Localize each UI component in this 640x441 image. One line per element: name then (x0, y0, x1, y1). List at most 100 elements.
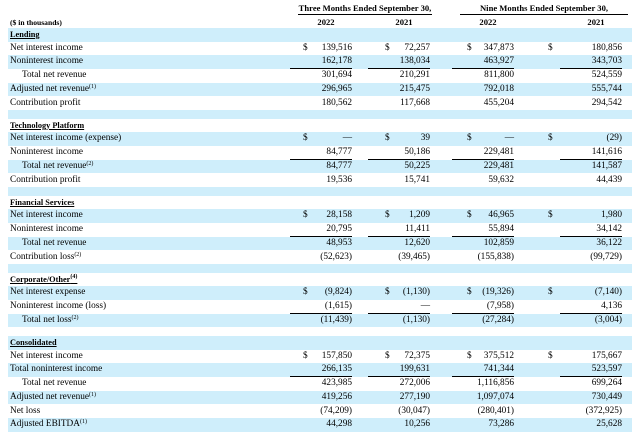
row-band (8, 390, 632, 405)
value-cell: 73,286 (488, 419, 514, 430)
value-cell: 266,135 (290, 363, 352, 378)
row-band (8, 209, 632, 224)
value-cell: 210,291 (399, 70, 430, 81)
currency-sign: $ (467, 350, 472, 361)
value-cell: 229,481 (452, 146, 514, 160)
value-cell: 72,257 (404, 42, 430, 53)
row-band (8, 159, 632, 174)
value-cell: 162,178 (290, 55, 352, 70)
value-cell: 44,298 (326, 419, 352, 430)
footnote-ref: (1) (89, 83, 96, 90)
row-band (8, 119, 632, 133)
value-cell: (19,326) (482, 287, 514, 298)
currency-sign: $ (467, 42, 472, 53)
row-label: Adjusted net revenue(1) (10, 83, 96, 94)
value-cell: (1,615) (290, 300, 352, 314)
value-cell: 72,375 (404, 350, 430, 361)
value-cell: (74,209) (320, 405, 352, 416)
row-label: Net interest income (10, 210, 83, 221)
currency-sign: $ (385, 287, 390, 298)
value-cell: 1,980 (601, 210, 622, 221)
value-cell: 50,186 (368, 146, 430, 160)
currency-sign: $ (303, 287, 308, 298)
section-title: Corporate/Other(4) (10, 273, 78, 284)
value-cell: 139,516 (321, 42, 352, 53)
value-cell: (99,729) (590, 251, 622, 262)
value-cell: 117,668 (400, 97, 430, 108)
value-cell: 229,481 (483, 160, 514, 171)
section-title: Technology Platform (10, 120, 85, 130)
value-cell: — (368, 300, 430, 314)
value-cell: (3,004) (594, 314, 622, 325)
currency-sign: $ (303, 42, 308, 53)
value-cell: 463,927 (452, 55, 514, 70)
spacer (8, 187, 632, 196)
value-cell: (29) (606, 133, 623, 144)
row-label: Total net revenue (22, 378, 87, 389)
row-label: Adjusted net revenue(1) (10, 391, 96, 402)
currency-sign: $ (548, 210, 553, 221)
currency-sign: $ (303, 133, 308, 144)
currency-sign: $ (303, 350, 308, 361)
value-cell: 141,616 (560, 146, 622, 160)
units-label: ($ in thousands) (10, 18, 62, 27)
currency-sign: $ (467, 210, 472, 221)
footnote-ref: (4) (70, 273, 78, 280)
value-cell: 102,859 (483, 237, 514, 248)
footnote-ref: (2) (86, 160, 94, 167)
row-label: Total noninterest income (10, 364, 103, 375)
value-cell: 15,741 (404, 174, 430, 185)
row-band (8, 82, 632, 97)
row-label: Net interest income (10, 42, 83, 53)
value-cell: (372,925) (585, 405, 622, 416)
currency-sign: $ (385, 210, 390, 221)
row-label: Total net loss(2) (22, 314, 79, 325)
currency-sign: $ (548, 350, 553, 361)
value-cell: 12,620 (404, 237, 430, 248)
row-band (8, 55, 632, 70)
value-cell: 741,344 (452, 363, 514, 378)
value-cell: 272,006 (399, 378, 430, 389)
value-cell: 39 (420, 133, 430, 144)
footnote-ref: (2) (74, 251, 82, 258)
value-cell: (280,401) (477, 405, 514, 416)
value-cell: 699,264 (591, 378, 622, 389)
value-cell: 277,190 (399, 391, 430, 402)
value-cell: 46,965 (488, 210, 514, 221)
value-cell: (7,958) (452, 300, 514, 314)
row-label: Net interest expense (10, 287, 86, 298)
value-cell: 343,703 (560, 55, 622, 70)
value-cell: (1,130) (402, 314, 430, 325)
value-cell: (30,047) (398, 405, 430, 416)
row-band (8, 273, 632, 287)
value-cell: 730,449 (591, 391, 622, 402)
value-cell: 55,894 (452, 223, 514, 237)
row-label: Noninterest income (10, 147, 84, 158)
row-band (8, 132, 632, 147)
row-label: Contribution profit (10, 174, 81, 185)
row-band (8, 286, 632, 301)
currency-sign: $ (548, 133, 553, 144)
value-cell: 792,018 (483, 83, 514, 94)
section-title: Financial Services (10, 197, 75, 207)
currency-sign: $ (548, 42, 553, 53)
value-cell: 4,136 (560, 300, 622, 314)
row-label: Net loss (10, 405, 41, 416)
row-label: Noninterest income (10, 224, 84, 235)
value-cell: 1,097,074 (476, 391, 514, 402)
currency-sign: $ (303, 210, 308, 221)
value-cell: (9,824) (324, 287, 352, 298)
value-cell: 199,631 (368, 363, 430, 378)
row-label: Noninterest income (loss) (10, 301, 107, 312)
value-cell: 175,667 (591, 350, 622, 361)
row-band (8, 196, 632, 210)
value-cell: 84,777 (326, 160, 352, 171)
row-band (8, 336, 632, 350)
value-cell: 34,142 (560, 223, 622, 237)
currency-sign: $ (467, 287, 472, 298)
value-cell: 423,985 (321, 378, 352, 389)
spacer (8, 264, 632, 273)
value-cell: 36,122 (596, 237, 622, 248)
value-cell: 524,559 (591, 70, 622, 81)
row-label: Net interest income (expense) (10, 133, 122, 144)
